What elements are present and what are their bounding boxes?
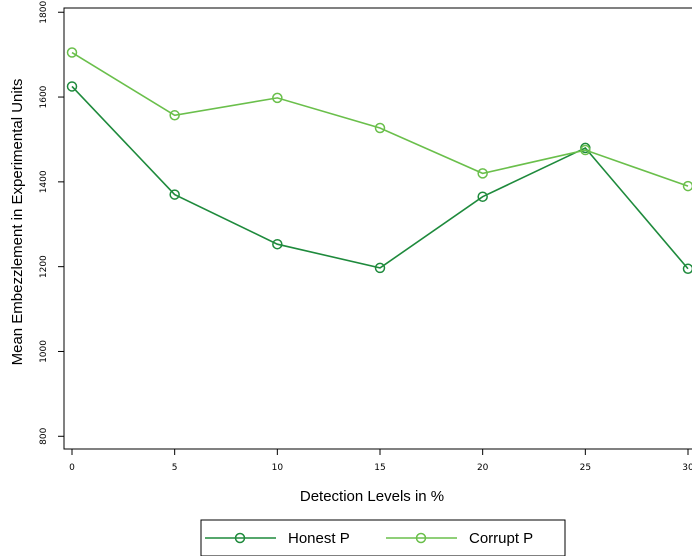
x-tick-label: 25 [580, 463, 591, 473]
data-point [477, 168, 488, 179]
plot-area [63, 7, 692, 450]
data-point [169, 110, 180, 121]
data-point [272, 238, 283, 250]
legend-marker-corrupt [415, 532, 427, 544]
data-point [169, 189, 180, 200]
data-point [66, 47, 78, 58]
x-tick-label: 20 [477, 463, 489, 473]
y-tick-label: 1600 [39, 85, 49, 108]
series-layer [66, 47, 692, 275]
x-tick-label: 10 [272, 463, 284, 473]
y-tick-label: 1400 [39, 170, 49, 193]
y-tick-label: 1200 [39, 255, 49, 278]
x-axis-title: Detection Levels in % [300, 488, 444, 505]
x-axis: 0 5 10 15 20 25 30 [69, 449, 692, 473]
x-tick-label: 5 [172, 463, 178, 473]
data-point [374, 262, 386, 274]
x-tick-label: 0 [69, 463, 75, 473]
y-axis: 800 1000 1200 1400 1600 1800 [39, 1, 64, 445]
y-tick-label: 1000 [39, 340, 49, 363]
data-point [682, 180, 692, 192]
data-point [477, 191, 488, 202]
data-point [682, 263, 692, 275]
legend-marker-honest [234, 532, 246, 544]
x-tick-label: 15 [374, 463, 385, 473]
data-point [374, 122, 386, 134]
legend: Honest P Corrupt P [200, 519, 566, 556]
data-point [66, 81, 78, 92]
data-point [580, 144, 591, 156]
y-tick-label: 1800 [39, 1, 49, 24]
x-tick-label: 30 [682, 463, 692, 473]
y-tick-label: 800 [39, 427, 49, 444]
series-line-1 [71, 51, 689, 187]
series-line-0 [71, 85, 689, 270]
legend-label-corrupt: Corrupt P [469, 530, 533, 547]
y-axis-title: Mean Embezzlement in Experimental Units [9, 79, 26, 366]
legend-label-honest: Honest P [288, 530, 350, 547]
data-point [272, 92, 283, 104]
